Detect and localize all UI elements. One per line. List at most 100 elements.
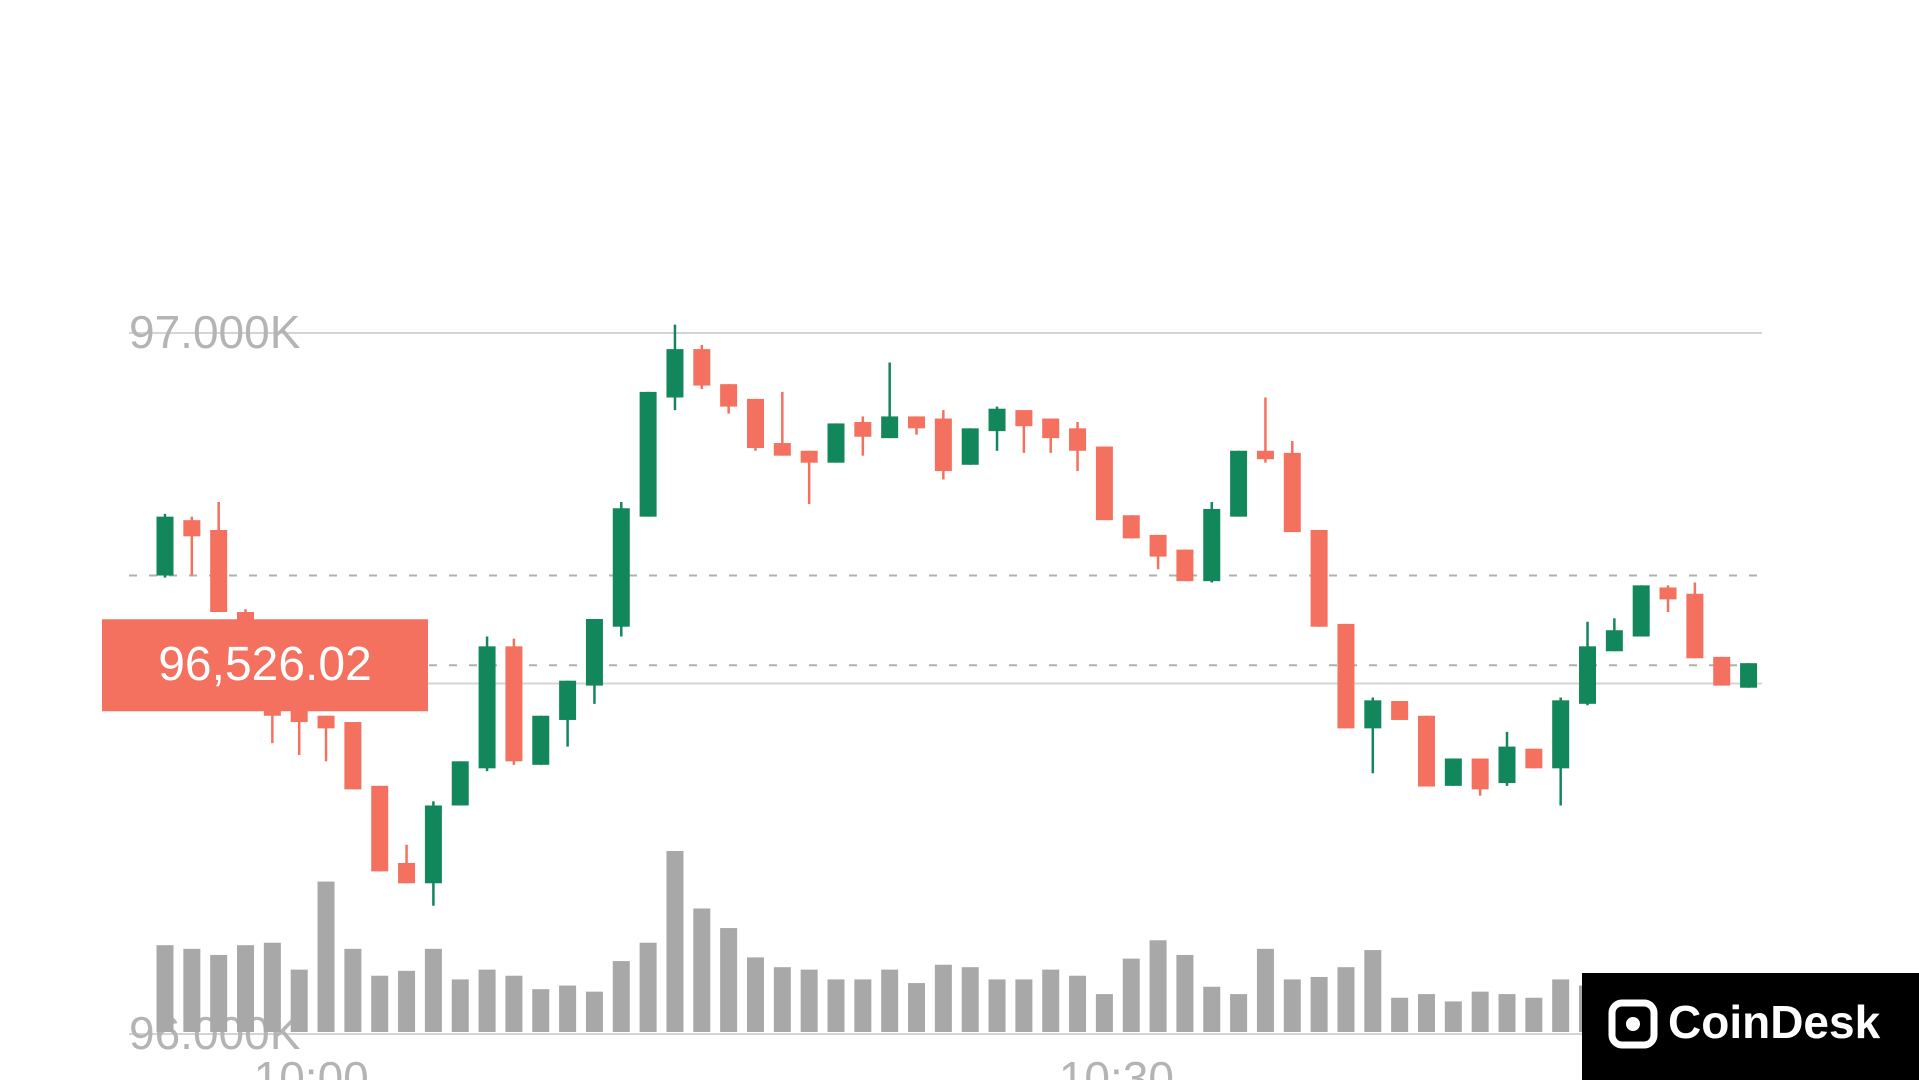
candle-body [532,715,550,765]
volume-bar [773,967,791,1032]
candle-body [1122,515,1140,539]
volume-bar [1176,954,1194,1032]
candle-body [1364,700,1382,729]
candle-body [1015,410,1033,427]
volume-bar [1471,991,1489,1032]
volume-bar [1042,969,1060,1032]
volume-bar [210,954,228,1032]
x-axis: 10:00 10:30 [254,1052,1174,1080]
candle-body [1149,534,1167,557]
volume-bar [1283,979,1301,1032]
candle-body [639,391,657,517]
candle-body [1337,623,1355,729]
candle-body [1498,746,1516,784]
candle-body [424,805,442,884]
candle-body [827,423,845,463]
volume-bar [344,948,362,1032]
volume-bar [961,967,979,1032]
volume-bar [1203,986,1221,1032]
candle-body [290,710,308,723]
candle-body [1686,593,1704,659]
volume-bar [827,979,845,1032]
volume-bar [934,964,952,1032]
candle-body [1391,701,1409,720]
candle-body [1069,428,1087,451]
volume-bar [1256,948,1274,1032]
candle-body [666,349,684,398]
y-tick-label: 97.000K [129,306,301,358]
candle-body [1095,446,1113,521]
volume-bar [612,961,630,1032]
candle-body [398,862,416,884]
volume-bar [720,928,738,1032]
volume-bar [1310,976,1328,1032]
price-tag: 96,526.02 [102,619,428,712]
volume-bar [1230,994,1248,1032]
candle-body [585,619,603,686]
volume-bar [639,942,657,1032]
volume-bar [1069,975,1087,1032]
volume-bar [237,945,255,1032]
logo-text: CoinDesk [1668,996,1881,1048]
grid [129,332,1762,1035]
y-tick-label: 97.500K [129,0,301,8]
candle-body [1417,715,1435,787]
volume-bar [451,979,469,1032]
candle-body [559,680,577,720]
candle-body [1740,663,1758,688]
candle-body [1471,758,1489,790]
volume-bar [666,851,684,1032]
candles [156,324,1758,906]
candle-body [1579,646,1597,704]
price-tag-background [102,619,428,712]
candle-body [1525,748,1543,769]
candle-body [693,349,711,386]
candle-body [1444,758,1462,786]
logo-icon [1608,999,1658,1049]
candle-body [210,529,228,612]
candle-body [1659,587,1677,600]
volume-bar [505,975,523,1032]
candle-body [934,418,952,472]
volume-bar [1444,1001,1462,1032]
volume-bar [478,969,496,1032]
volume-bar [988,979,1006,1032]
volume-bar [424,948,442,1032]
volume-bar [1498,994,1516,1032]
volume-bar [156,945,174,1032]
volume-bar [559,985,577,1032]
volume-bar [290,969,308,1032]
volume-bar [317,881,335,1032]
volume-bar [183,948,201,1032]
volume-bar [854,979,872,1032]
candle-body [1230,450,1248,517]
candle-body [881,416,899,439]
volume-bar [398,970,416,1032]
candle-body [371,785,389,872]
volume-bar [1149,940,1167,1032]
volume-bar [881,969,899,1032]
volume-bar [908,983,926,1032]
candle-body [854,422,872,437]
volume-bar [693,908,711,1032]
candle-body [800,450,818,463]
volume-bar [585,991,603,1032]
candle-body [505,646,523,762]
volume-bar [1391,997,1409,1032]
volume-bar [800,969,818,1032]
logo: CoinDesk [1582,973,1919,1080]
volume-bar [1552,979,1570,1032]
candle-body [1176,549,1194,582]
candle-body [746,398,764,448]
candle-body [1552,700,1570,769]
candle-body [1203,508,1221,582]
volume-bar [1364,950,1382,1032]
volume-bar [746,957,764,1032]
volume-bar [1417,994,1435,1032]
candle-body [1713,656,1731,686]
candle-body [478,646,496,769]
volume-bar [263,942,281,1032]
price-tag-label: 96,526.02 [158,638,372,691]
